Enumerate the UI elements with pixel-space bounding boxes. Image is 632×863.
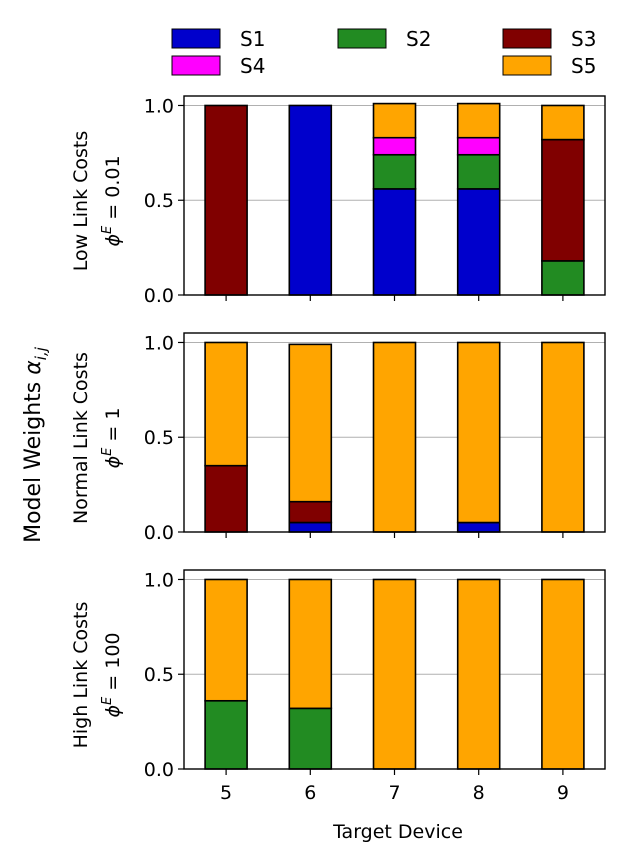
legend-label-s1: S1 (240, 27, 265, 51)
bar-segment-s2 (288, 707, 333, 770)
panel-title-high: High Link Costs ϕE = 100 (70, 602, 124, 749)
legend-label-s2: S2 (406, 27, 431, 51)
panel-title-line1: Normal Link Costs (70, 352, 92, 524)
bar-segment-s3 (288, 500, 333, 524)
legend: S1 S2 S3 S4 S5 (171, 27, 596, 78)
legend-swatch-s2 (337, 28, 387, 49)
bar-segment-s2 (204, 699, 248, 770)
x-tick-label: 9 (557, 782, 569, 804)
bar-segment-s2 (456, 153, 501, 190)
y-tick-label: 1.0 (144, 95, 174, 117)
bar-segment-s2 (372, 153, 417, 190)
panel-title-normal: Normal Link Costs ϕE = 1 (70, 352, 124, 524)
legend-label-s5: S5 (571, 54, 596, 78)
x-tick-label: 5 (220, 782, 232, 804)
x-tick-label: 8 (473, 782, 485, 804)
x-axis-label: Target Device (332, 821, 463, 843)
y-tick-label: 0.5 (144, 427, 174, 449)
y-tick-label: 0.0 (144, 285, 174, 307)
y-axis-label: Model Weights αi,j (21, 346, 50, 543)
legend-label-s4: S4 (240, 54, 265, 78)
y-tick-label: 1.0 (144, 569, 174, 591)
legend-entry-s4: S4 (171, 54, 265, 78)
panel-1: 0.0 0.5 1.0 (144, 332, 606, 544)
panel-title-line2: ϕE = 1 (100, 408, 124, 469)
bar-segment-s5 (541, 104, 585, 141)
panel-2: 0.0 0.5 1.0 5 6 7 8 9 (144, 569, 606, 804)
bar-segment-s5 (372, 578, 417, 770)
legend-entry-s2: S2 (337, 27, 431, 51)
bar-segment-s5 (541, 578, 585, 770)
y-tick-label: 0.5 (144, 664, 174, 686)
legend-swatch-s4 (171, 55, 221, 76)
panel-title-line2: ϕE = 100 (100, 632, 124, 717)
bar-segment-s2 (541, 260, 585, 296)
y-tick-label: 0.5 (144, 190, 174, 212)
legend-entry-s5: S5 (502, 54, 596, 78)
bar-segment-s5 (456, 102, 501, 139)
panel-title-line1: High Link Costs (70, 602, 92, 749)
legend-entry-s1: S1 (171, 27, 265, 51)
panels: 0.0 0.5 1.0 0.0 0.5 1.0 0.0 0.5 1.0 5 6 7 8 9 (144, 95, 606, 804)
panel-0: 0.0 0.5 1.0 (144, 95, 606, 307)
bar-segment-s4 (372, 136, 417, 156)
legend-swatch-s3 (502, 28, 552, 49)
bar-segment-s5 (372, 102, 417, 139)
bar-segment-s1 (456, 521, 501, 533)
bar-segment-s3 (204, 104, 248, 296)
bar-segment-s5 (456, 341, 501, 524)
bar-segment-s3 (541, 138, 585, 262)
bar-segment-s5 (456, 578, 501, 770)
legend-swatch-s1 (171, 28, 221, 49)
bar-segment-s5 (288, 578, 333, 710)
bar-segment-s4 (456, 136, 501, 156)
bar-segment-s5 (372, 341, 417, 533)
bar-segment-s5 (288, 343, 333, 503)
y-tick-label: 0.0 (144, 522, 174, 544)
bar-segment-s5 (204, 341, 248, 467)
y-tick-label: 0.0 (144, 759, 174, 781)
bar-segment-s1 (456, 188, 501, 296)
legend-swatch-s5 (502, 55, 552, 76)
bar-segment-s1 (288, 521, 333, 533)
x-tick-label: 6 (304, 782, 316, 804)
bar-segment-s1 (372, 188, 417, 296)
legend-label-s3: S3 (571, 27, 596, 51)
legend-entry-s3: S3 (502, 27, 596, 51)
x-tick-label: 7 (388, 782, 400, 804)
y-tick-label: 1.0 (144, 332, 174, 354)
bar-segment-s5 (541, 341, 585, 533)
bar-segment-s5 (204, 578, 248, 702)
panel-title-low: Low Link Costs ϕE = 0.01 (70, 131, 124, 272)
bar-segment-s1 (288, 104, 333, 296)
panel-title-line1: Low Link Costs (70, 131, 92, 272)
bar-segment-s3 (204, 464, 248, 533)
panel-title-line2: ϕE = 0.01 (100, 155, 124, 246)
